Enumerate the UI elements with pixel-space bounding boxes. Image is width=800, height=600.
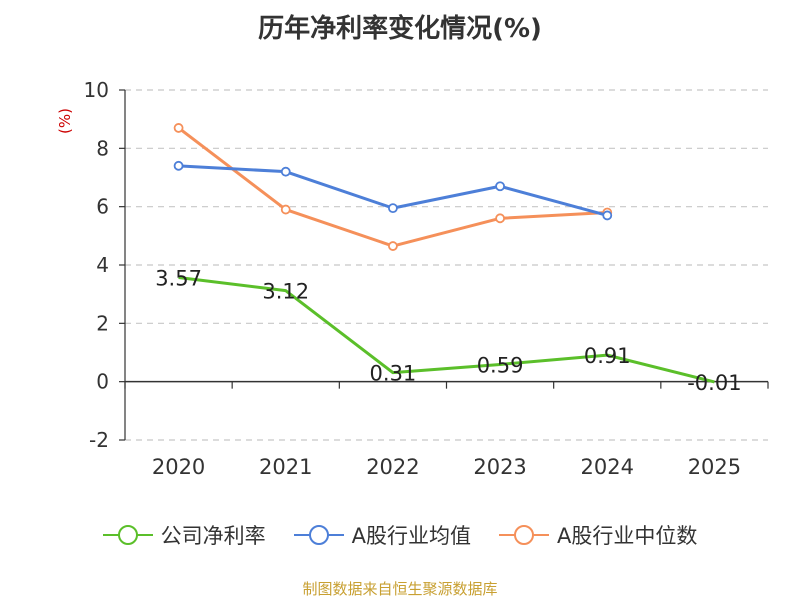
data-label: 3.12 xyxy=(262,280,309,304)
legend-label: A股行业均值 xyxy=(351,524,471,548)
data-label: 0.59 xyxy=(477,353,524,377)
x-tick-label: 2020 xyxy=(152,455,205,479)
series-line xyxy=(178,276,715,384)
data-label: 3.57 xyxy=(155,267,202,291)
chart-title: 历年净利率变化情况(%) xyxy=(258,14,542,44)
legend-label: A股行业中位数 xyxy=(557,524,698,548)
series-line xyxy=(177,126,608,248)
y-tick-label: 6 xyxy=(96,195,109,219)
y-tick-label: 4 xyxy=(96,253,109,277)
legend-item: A股行业均值 xyxy=(293,520,471,550)
x-tick-label: 2022 xyxy=(366,455,419,479)
series-point xyxy=(173,123,184,133)
data-label-layer: 3.57 3.12 0.31 0.59 0.91 -0.01 xyxy=(155,267,741,395)
grid-layer xyxy=(125,89,768,441)
legend: 公司净利率 A股行业均值 A股行业中位数 xyxy=(0,520,800,550)
y-tick-label: 2 xyxy=(96,311,109,335)
series-layer xyxy=(173,123,715,384)
data-label: 0.91 xyxy=(584,344,631,368)
y-tick-label: -2 xyxy=(89,428,109,452)
x-tick-label: 2021 xyxy=(259,455,312,479)
legend-item: 公司净利率 xyxy=(102,520,266,550)
legend-line-circle-icon xyxy=(102,525,153,545)
x-tick-label: 2025 xyxy=(688,455,741,479)
data-label: -0.01 xyxy=(687,371,741,395)
y-tick-label: 0 xyxy=(96,370,109,394)
legend-line-circle-icon xyxy=(293,525,344,545)
series-point xyxy=(495,213,505,224)
legend-line-circle-icon xyxy=(499,525,549,545)
source-note: 制图数据来自恒生聚源数据库 xyxy=(302,580,498,598)
data-label: 0.31 xyxy=(370,362,417,386)
series-point xyxy=(388,203,398,214)
series-point xyxy=(280,204,291,215)
y-tick-label: 8 xyxy=(96,136,109,160)
series-point xyxy=(495,181,505,192)
legend-item: A股行业中位数 xyxy=(499,520,697,550)
series-point xyxy=(602,210,613,221)
series-point xyxy=(173,160,184,171)
x-tick-label: 2024 xyxy=(581,455,634,479)
y-tick-label: 10 xyxy=(84,78,109,102)
series-point xyxy=(280,166,291,177)
x-tick-label: 2023 xyxy=(473,455,526,479)
series-point xyxy=(388,241,398,251)
legend-label: 公司净利率 xyxy=(160,524,266,548)
axis-layer: -2 0 2 4 6 8 10 2020 2021 2022 2023 2024 2025 xyxy=(84,78,769,479)
